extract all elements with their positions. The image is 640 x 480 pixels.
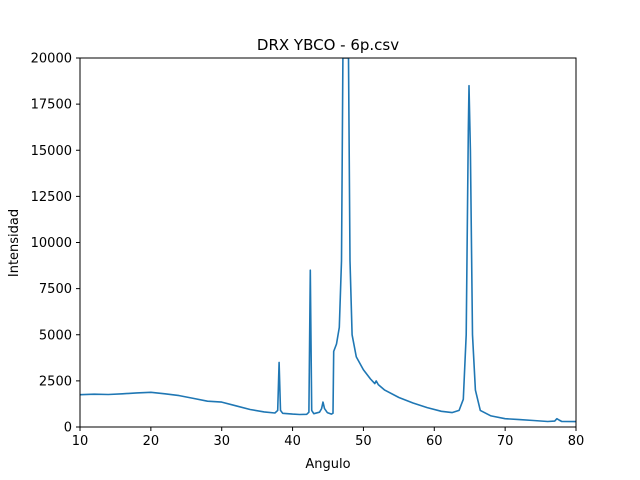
y-tick-label: 7500 [39,282,72,297]
y-tick-label: 15000 [31,144,72,159]
x-tick-label: 70 [497,434,514,449]
y-tick-label: 10000 [31,236,72,251]
y-tick-label: 5000 [39,328,72,343]
series-line [80,58,576,423]
plot-area [80,58,576,423]
y-axis: 0 2500 5000 7500 10000 12500 15000 17500 20000 [31,52,80,436]
chart-title: DRX YBCO - 6p.csv [257,36,399,54]
x-tick-label: 30 [213,434,230,449]
y-tick-label: 20000 [31,52,72,67]
x-tick-label: 40 [284,434,301,449]
x-tick-label: 10 [72,434,89,449]
y-tick-label: 17500 [31,98,72,113]
x-axis-label: Angulo [305,457,350,472]
y-tick-label: 2500 [39,374,72,389]
y-tick-label: 0 [64,421,72,436]
x-axis: 10 20 30 40 50 60 70 80 [72,427,585,449]
x-tick-label: 60 [426,434,443,449]
x-tick-label: 20 [143,434,160,449]
x-tick-label: 50 [355,434,372,449]
y-tick-label: 12500 [31,190,72,205]
x-tick-label: 80 [568,434,585,449]
y-axis-label: Intensidad [7,209,22,277]
